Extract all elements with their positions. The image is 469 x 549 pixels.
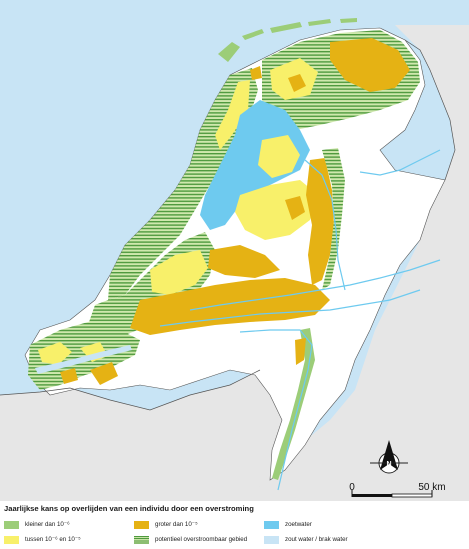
flevoland-south xyxy=(235,180,318,240)
legend-label: groter dan 10⁻⁵ xyxy=(155,521,198,528)
scale-label-end: 50 km xyxy=(418,482,445,493)
legend-item-groter: groter dan 10⁻⁵ xyxy=(134,520,198,529)
flevoland-north xyxy=(258,135,300,178)
borders xyxy=(0,39,456,411)
north-arrow-icon xyxy=(370,440,408,474)
ijssel-valley-hatched xyxy=(322,148,345,290)
legend-item-zoetwater: zoetwater xyxy=(264,520,312,529)
friesland-orange-spots xyxy=(250,66,306,92)
scale-label-start: 0 xyxy=(349,482,355,493)
legend-swatch-orange xyxy=(134,520,149,529)
rivers-area-orange xyxy=(130,278,330,335)
legend-label: zout water / brak water xyxy=(285,536,348,543)
legend-title: Jaarlijkse kans op overlijden van een in… xyxy=(4,504,254,513)
legend-label: kleiner dan 10⁻⁶ xyxy=(25,521,70,528)
legend-item-tussen: tussen 10⁻⁶ en 10⁻⁵ xyxy=(4,535,81,544)
north-holland-yellow xyxy=(215,80,250,150)
gelderse-vallei-orange xyxy=(208,245,280,278)
germany-land xyxy=(250,25,469,501)
wadden-island-terschelling xyxy=(270,22,302,33)
legend: Jaarlijkse kans op overlijden van een in… xyxy=(0,501,469,549)
ijsselmeer xyxy=(200,100,310,230)
flevoland-orange xyxy=(285,196,305,220)
belgium-land xyxy=(0,370,285,501)
legend-label: potentieel overstroombaar gebied xyxy=(155,536,248,543)
groningen-orange-zone xyxy=(330,38,410,92)
legend-swatch-lightblue xyxy=(264,535,279,544)
wadden-island-vlieland xyxy=(242,29,264,40)
wadden-island-ameland xyxy=(308,19,331,26)
rivers xyxy=(159,149,441,491)
river-vecht xyxy=(359,149,441,176)
ijssel-valley xyxy=(306,158,334,285)
river-waal xyxy=(159,289,421,327)
green-heart-yellow xyxy=(150,250,208,295)
legend-swatch-yellow xyxy=(4,535,19,544)
zeeland-hatched xyxy=(28,320,140,390)
zeeland-water xyxy=(35,345,132,374)
legend-swatch-green xyxy=(4,520,19,529)
legend-swatch-blue xyxy=(264,520,279,529)
legend-item-kleiner: kleiner dan 10⁻⁶ xyxy=(4,520,70,529)
maas-valley xyxy=(272,328,315,480)
wadden-island-schiermonnikoog xyxy=(340,18,357,23)
legend-label: zoetwater xyxy=(285,521,312,528)
maas-valley-orange xyxy=(295,338,306,365)
scale-bar xyxy=(351,490,433,498)
legend-swatch-hatched xyxy=(134,535,149,544)
legend-label: tussen 10⁻⁶ en 10⁻⁵ xyxy=(25,536,81,543)
zeeland-orange xyxy=(60,362,118,385)
legend-item-overstroombaar: potentieel overstroombaar gebied xyxy=(134,535,247,544)
river-ijssel xyxy=(304,159,346,291)
river-rhine xyxy=(189,259,441,311)
river-maas xyxy=(239,329,313,491)
flood-risk-map: N 0 50 km xyxy=(0,0,469,501)
wadden-island-texel xyxy=(218,42,240,62)
legend-item-zout-water: zout water / brak water xyxy=(264,535,348,544)
north-arrow-label: N xyxy=(386,461,391,468)
